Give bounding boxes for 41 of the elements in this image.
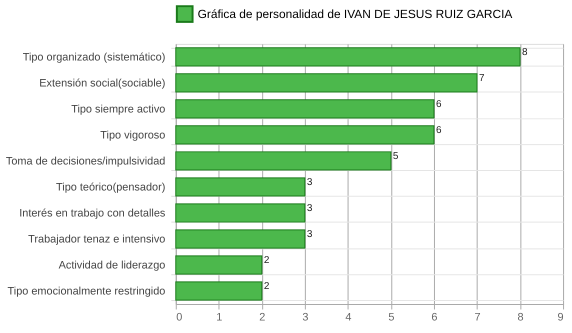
y-tick-label: Interés en trabajo con detalles (19, 207, 166, 220)
data-label: 6 (436, 124, 442, 136)
x-tick-label: 1 (216, 311, 222, 324)
bar (175, 151, 392, 171)
bar (175, 281, 262, 301)
x-tick-label: 4 (345, 311, 352, 324)
y-tick-label: Tipo teórico(pensador) (56, 181, 166, 194)
data-label: 2 (264, 281, 270, 292)
bar (175, 125, 434, 145)
x-tick-label: 6 (431, 311, 438, 324)
bar (175, 255, 262, 275)
bar (175, 177, 306, 197)
bar (175, 203, 306, 223)
data-label: 3 (306, 228, 313, 240)
data-label: 5 (392, 150, 399, 162)
y-tick-label: Actividad de liderazgo (58, 259, 166, 272)
x-tick-label: 7 (474, 311, 481, 324)
bar (175, 73, 478, 92)
bar (175, 99, 434, 118)
y-tick-label: Tipo vigoroso (100, 129, 166, 142)
y-tick-label: Tipo siempre activo (71, 103, 166, 116)
data-label: 8 (522, 46, 528, 58)
data-label: 3 (306, 176, 313, 188)
x-tick-label: 2 (259, 311, 266, 324)
x-tick-label: 9 (557, 311, 564, 324)
bar (175, 229, 306, 249)
data-label: 3 (306, 202, 313, 214)
data-label: 6 (436, 98, 442, 110)
data-label: 2 (264, 255, 270, 266)
x-tick-label: 8 (517, 311, 524, 324)
x-tick-label: 0 (176, 311, 182, 324)
bar (175, 47, 521, 66)
y-tick-label: Toma de decisiones/impulsividad (6, 155, 166, 168)
y-tick-label: Extensión social(sociable) (39, 77, 166, 90)
data-label: 7 (478, 72, 485, 84)
x-tick-label: 5 (388, 311, 394, 324)
legend-label: Gráfica de personalidad de IVAN DE JESUS RUIZ GARCIA (198, 7, 512, 22)
y-tick-label: Tipo organizado (sistemático) (22, 51, 166, 64)
y-tick-label: Trabajador tenaz e intensivo (28, 233, 166, 246)
y-tick-label: Tipo emocionalmente restringido (8, 285, 166, 298)
x-tick-label: 3 (302, 311, 308, 324)
